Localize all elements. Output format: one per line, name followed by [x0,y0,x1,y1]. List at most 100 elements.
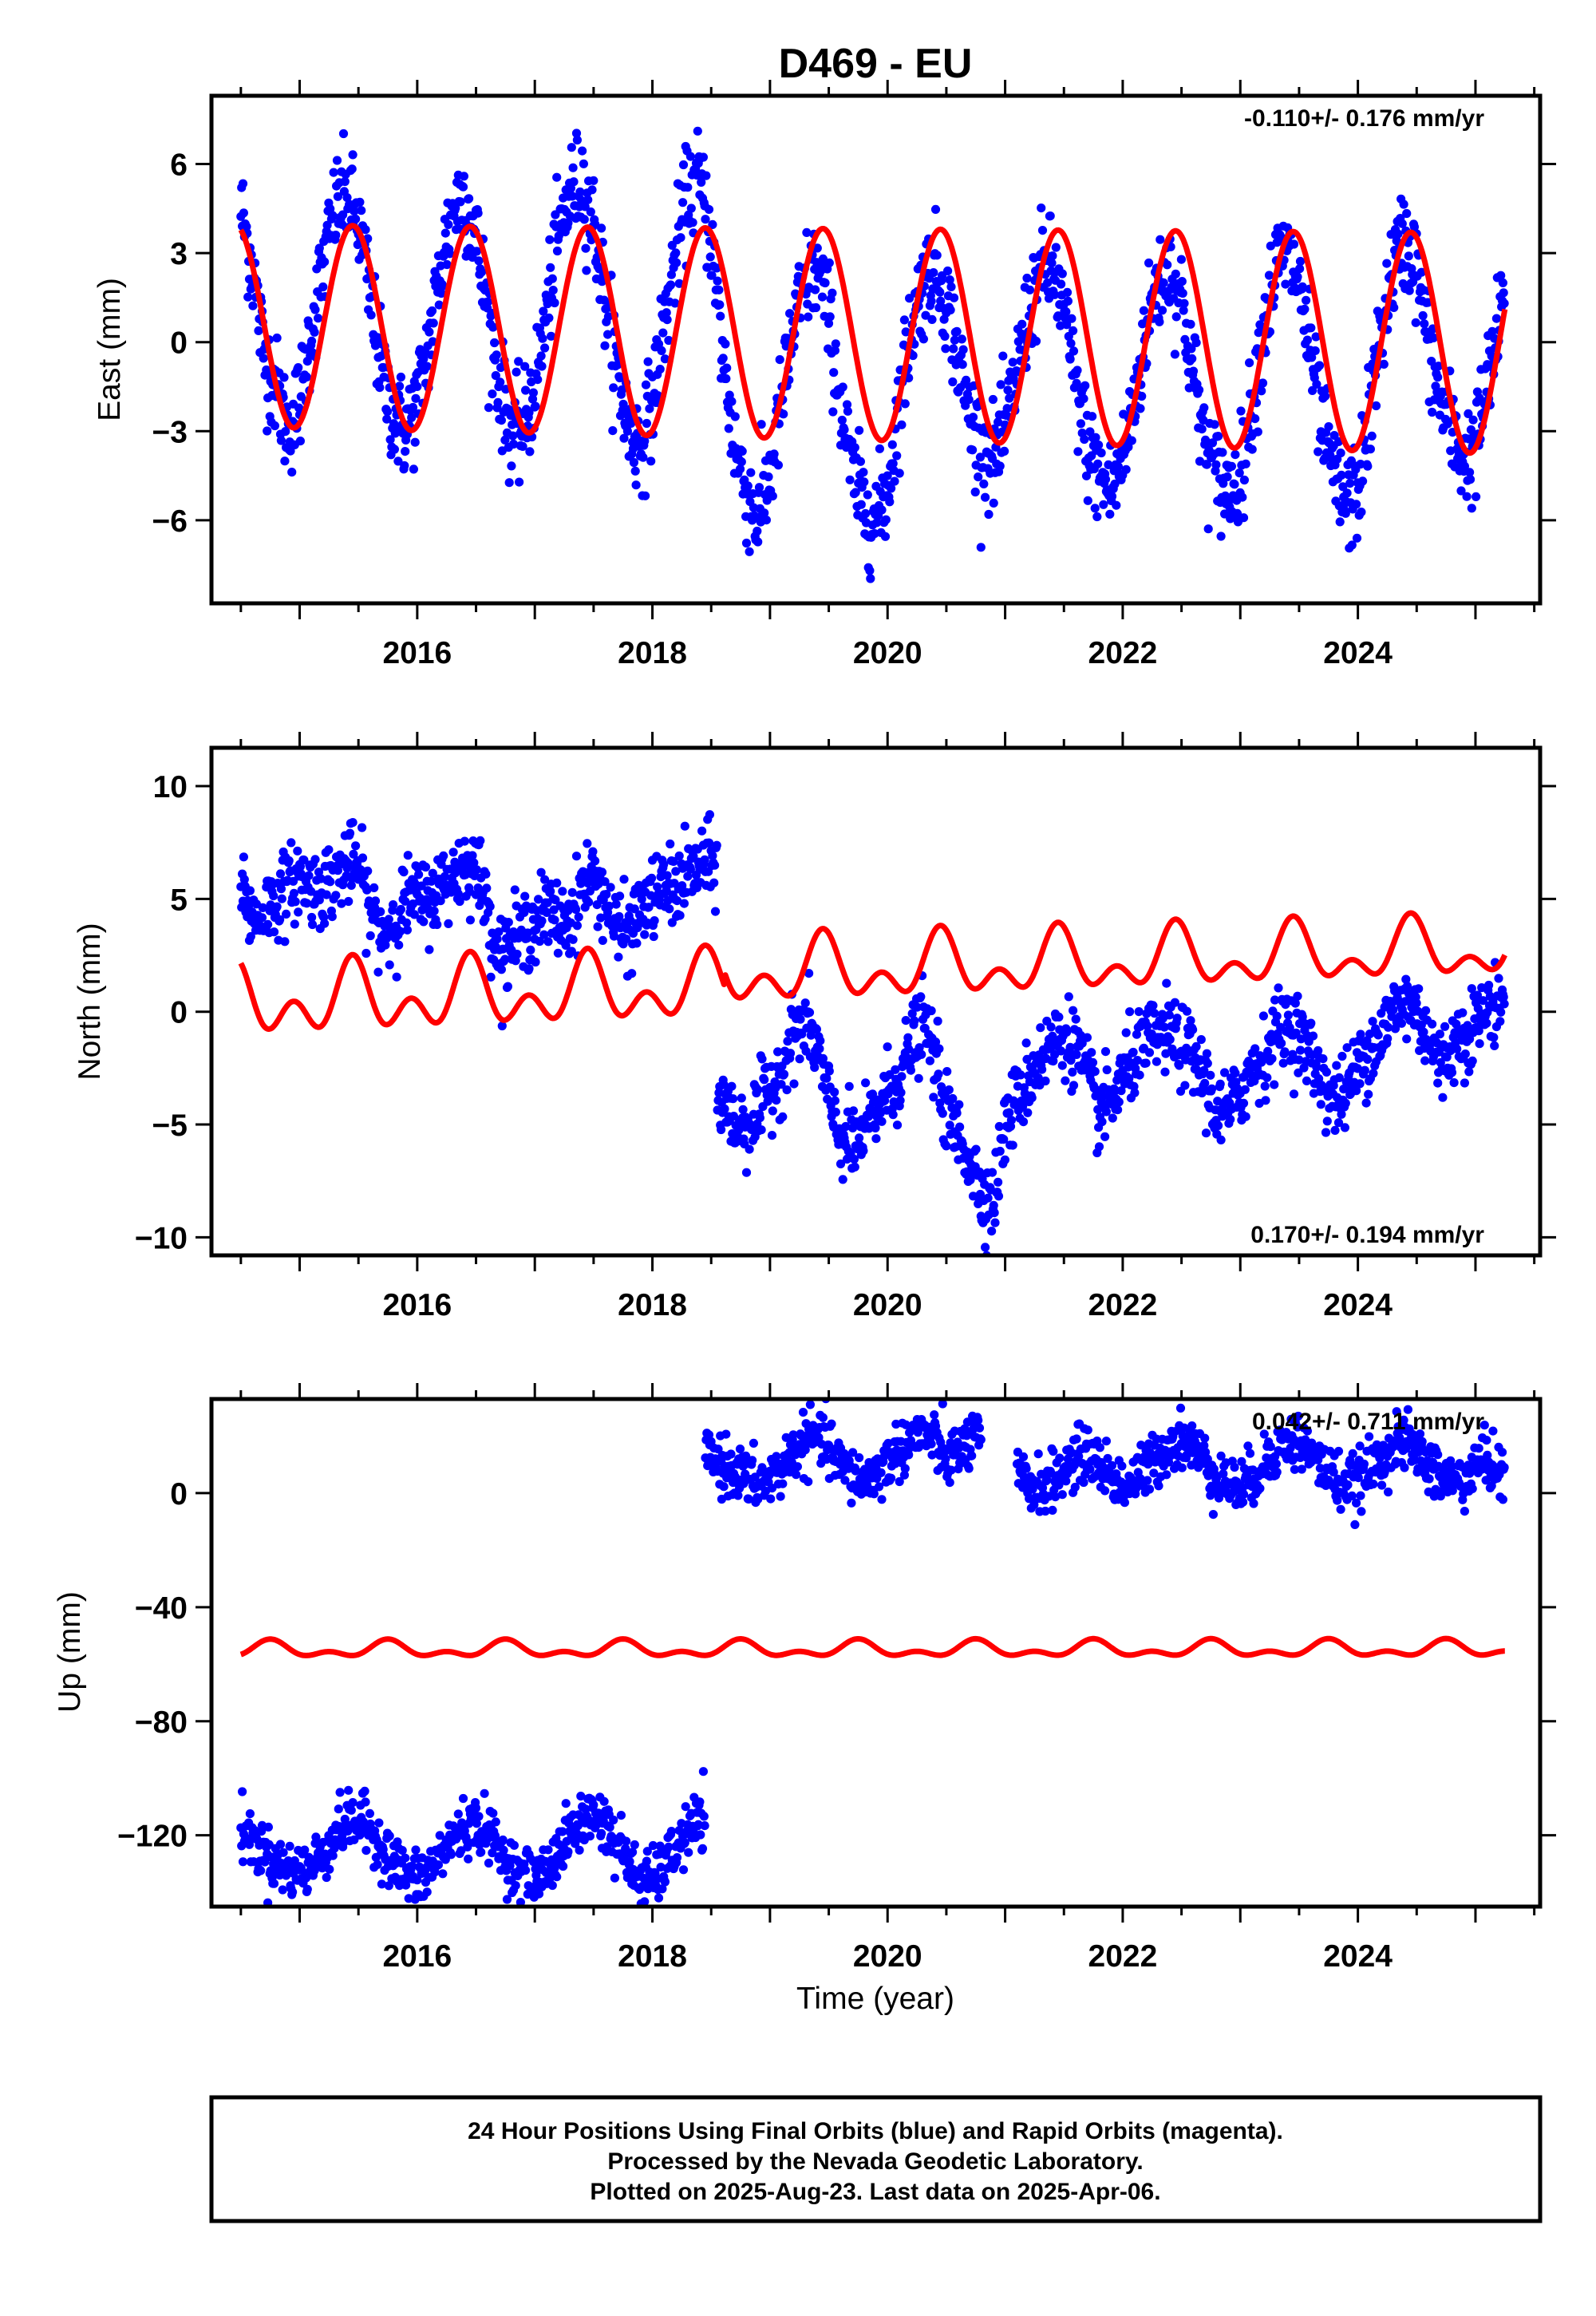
data-point [444,919,453,928]
data-point [476,836,485,845]
data-point [520,891,530,901]
data-point [1082,1033,1092,1042]
data-point [1475,1039,1484,1049]
data-point [393,456,403,466]
data-point [1048,251,1057,261]
data-point [320,919,330,928]
data-point [622,934,631,944]
data-point [1165,1034,1175,1045]
data-point [700,855,709,864]
data-point [735,464,745,474]
data-point [1141,1058,1151,1068]
data-point [1063,296,1073,306]
data-point [952,326,962,336]
data-point [335,1788,345,1797]
data-point [975,453,985,462]
data-point [934,1044,944,1053]
data-point [737,1093,746,1103]
data-point [764,472,773,482]
data-point [1468,1056,1477,1065]
data-point [681,1802,690,1812]
data-point [815,1044,824,1053]
data-point [935,287,945,297]
data-point [375,383,385,393]
data-point [757,1125,766,1135]
data-point [324,845,334,855]
data-point [795,1054,804,1064]
data-point [334,1804,343,1814]
data-point [571,128,582,138]
data-point [1107,492,1117,501]
data-point [1100,1047,1111,1057]
data-point [704,838,714,848]
data-point [550,298,559,308]
data-point [946,282,956,291]
data-point [458,182,468,192]
data-point [459,172,469,181]
data-point [542,907,551,917]
data-point [818,1413,828,1422]
data-point [688,218,697,227]
data-point [926,1006,936,1016]
data-point [1162,978,1171,988]
data-point [1312,1062,1321,1072]
data-point [804,312,813,322]
data-point [280,456,290,466]
data-point [1335,517,1345,527]
data-point [899,1470,909,1480]
data-point [730,412,740,421]
data-point [401,1853,410,1863]
data-point [1290,998,1300,1008]
data-point [957,334,966,344]
data-point [693,126,702,136]
data-point [1188,366,1199,376]
data-point [850,443,859,453]
data-point [1121,1028,1131,1037]
data-point [465,915,476,925]
north-fit [238,910,1507,1032]
east-frame [209,93,1543,606]
data-point [1162,1470,1171,1480]
data-point [579,159,589,168]
data-point [583,839,592,848]
data-point [407,413,417,422]
data-point [1176,255,1186,264]
data-point [721,339,730,349]
data-point [574,912,583,922]
data-point [912,1002,922,1012]
data-point [276,436,286,445]
data-point [662,871,672,880]
data-point [830,346,839,355]
data-point [888,459,898,468]
data-point [1216,1135,1226,1144]
data-point [757,1054,767,1064]
data-point [429,318,438,328]
data-point [827,1419,836,1429]
data-point [641,491,650,500]
data-point [1260,1081,1270,1091]
data-point [672,258,681,267]
data-point [503,982,513,991]
y-tick-label: −6 [152,504,188,539]
data-point [581,1804,591,1814]
data-point [883,1042,892,1052]
data-point [1155,317,1164,326]
data-point [1267,1053,1277,1064]
data-point [929,268,938,278]
data-point [737,457,746,467]
data-point [926,1439,936,1448]
data-point [1143,1022,1152,1031]
data-point [1400,997,1410,1006]
data-point [1360,1065,1369,1075]
north-points [236,810,1509,1255]
data-point [994,1121,1004,1132]
data-point [627,969,637,978]
data-point [1339,1085,1349,1094]
data-point [362,885,372,895]
data-point [741,538,752,548]
data-point [678,881,687,891]
data-point [797,1030,807,1039]
data-point [427,876,437,886]
data-point [1136,404,1145,413]
data-point [715,300,725,310]
